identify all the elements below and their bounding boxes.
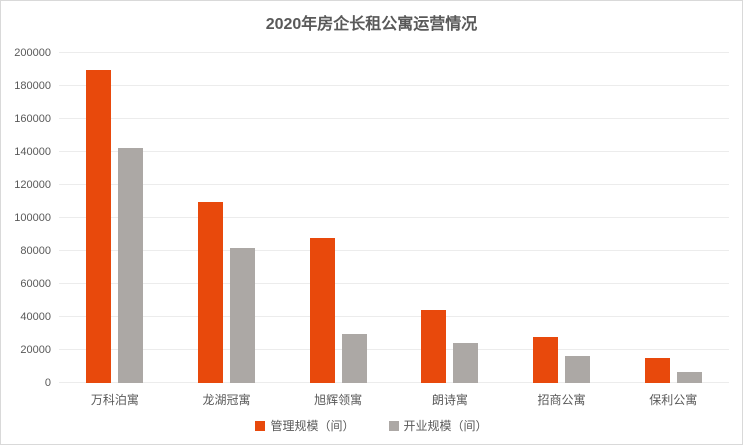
y-tick-label: 100000 (14, 212, 51, 224)
gridline (59, 283, 729, 284)
bar-管理规模（间）-万科泊寓 (86, 69, 112, 383)
gridline (59, 118, 729, 119)
bar-开业规模（间）-旭辉领寓 (341, 333, 367, 383)
gridline (59, 151, 729, 152)
legend-label: 管理规模（间） (270, 419, 355, 433)
plot-area (59, 52, 729, 383)
legend-swatch-icon (255, 420, 266, 431)
legend-label: 开业规模（间） (403, 419, 488, 433)
x-tick-label: 朗诗寓 (431, 393, 468, 407)
bar-开业规模（间）-招商公寓 (564, 355, 590, 383)
x-tick-label: 旭辉领寓 (314, 393, 363, 407)
bar-group-1 (59, 53, 171, 383)
gridline (59, 217, 729, 218)
y-axis: 0 20000 40000 60000 80000 100000 120000 140000 1… (1, 47, 51, 389)
y-tick-label: 200000 (14, 47, 51, 59)
x-tick-label: 招商公寓 (537, 393, 586, 407)
legend-swatch-icon (388, 420, 399, 431)
legend-item: 开业规模（间） (388, 417, 488, 434)
chart-title: 2020年房企长租公寓运营情况 (265, 16, 478, 33)
gridline (59, 52, 729, 53)
gridline (59, 184, 729, 185)
x-tick-label: 保利公寓 (649, 393, 698, 407)
gridline (59, 316, 729, 317)
bar-group-3 (282, 53, 394, 383)
bar-管理规模（间）-龙湖冠寓 (197, 201, 223, 383)
bar-group-2 (171, 53, 283, 383)
y-tick-label: 180000 (14, 80, 51, 92)
bar-管理规模（间）-招商公寓 (532, 336, 558, 383)
y-tick-label: 60000 (20, 278, 51, 290)
x-tick-label: 万科泊寓 (90, 393, 139, 407)
bar-开业规模（间）-保利公寓 (676, 372, 702, 383)
bar-开业规模（间）-朗诗寓 (453, 343, 479, 383)
legend-item: 管理规模（间） (255, 417, 355, 434)
y-tick-label: 160000 (14, 113, 51, 125)
bar-管理规模（间）-保利公寓 (644, 358, 670, 383)
y-tick-label: 120000 (14, 179, 51, 191)
gridline (59, 85, 729, 86)
bar-group-4 (394, 53, 506, 383)
y-tick-label: 40000 (20, 311, 51, 323)
y-tick-label: 0 (44, 377, 51, 389)
bar-管理规模（间）-朗诗寓 (421, 310, 447, 383)
y-tick-label: 140000 (14, 146, 51, 158)
bar-开业规模（间）-龙湖冠寓 (229, 247, 255, 383)
bar-group-6 (617, 53, 729, 383)
bar-管理规模（间）-旭辉领寓 (309, 237, 335, 383)
y-tick-label: 20000 (20, 344, 51, 356)
x-tick-label: 龙湖冠寓 (202, 393, 251, 407)
legend: 管理规模（间） 开业规模（间） (1, 417, 742, 434)
gridline (59, 349, 729, 350)
gridline (59, 250, 729, 251)
x-axis: 万科泊寓 龙湖冠寓 旭辉领寓 朗诗寓 招商公寓 保利公寓 (59, 391, 729, 408)
gridline (59, 382, 729, 383)
bar-group-5 (506, 53, 618, 383)
bar-开业规模（间）-万科泊寓 (118, 148, 144, 383)
y-tick-label: 80000 (20, 245, 51, 257)
